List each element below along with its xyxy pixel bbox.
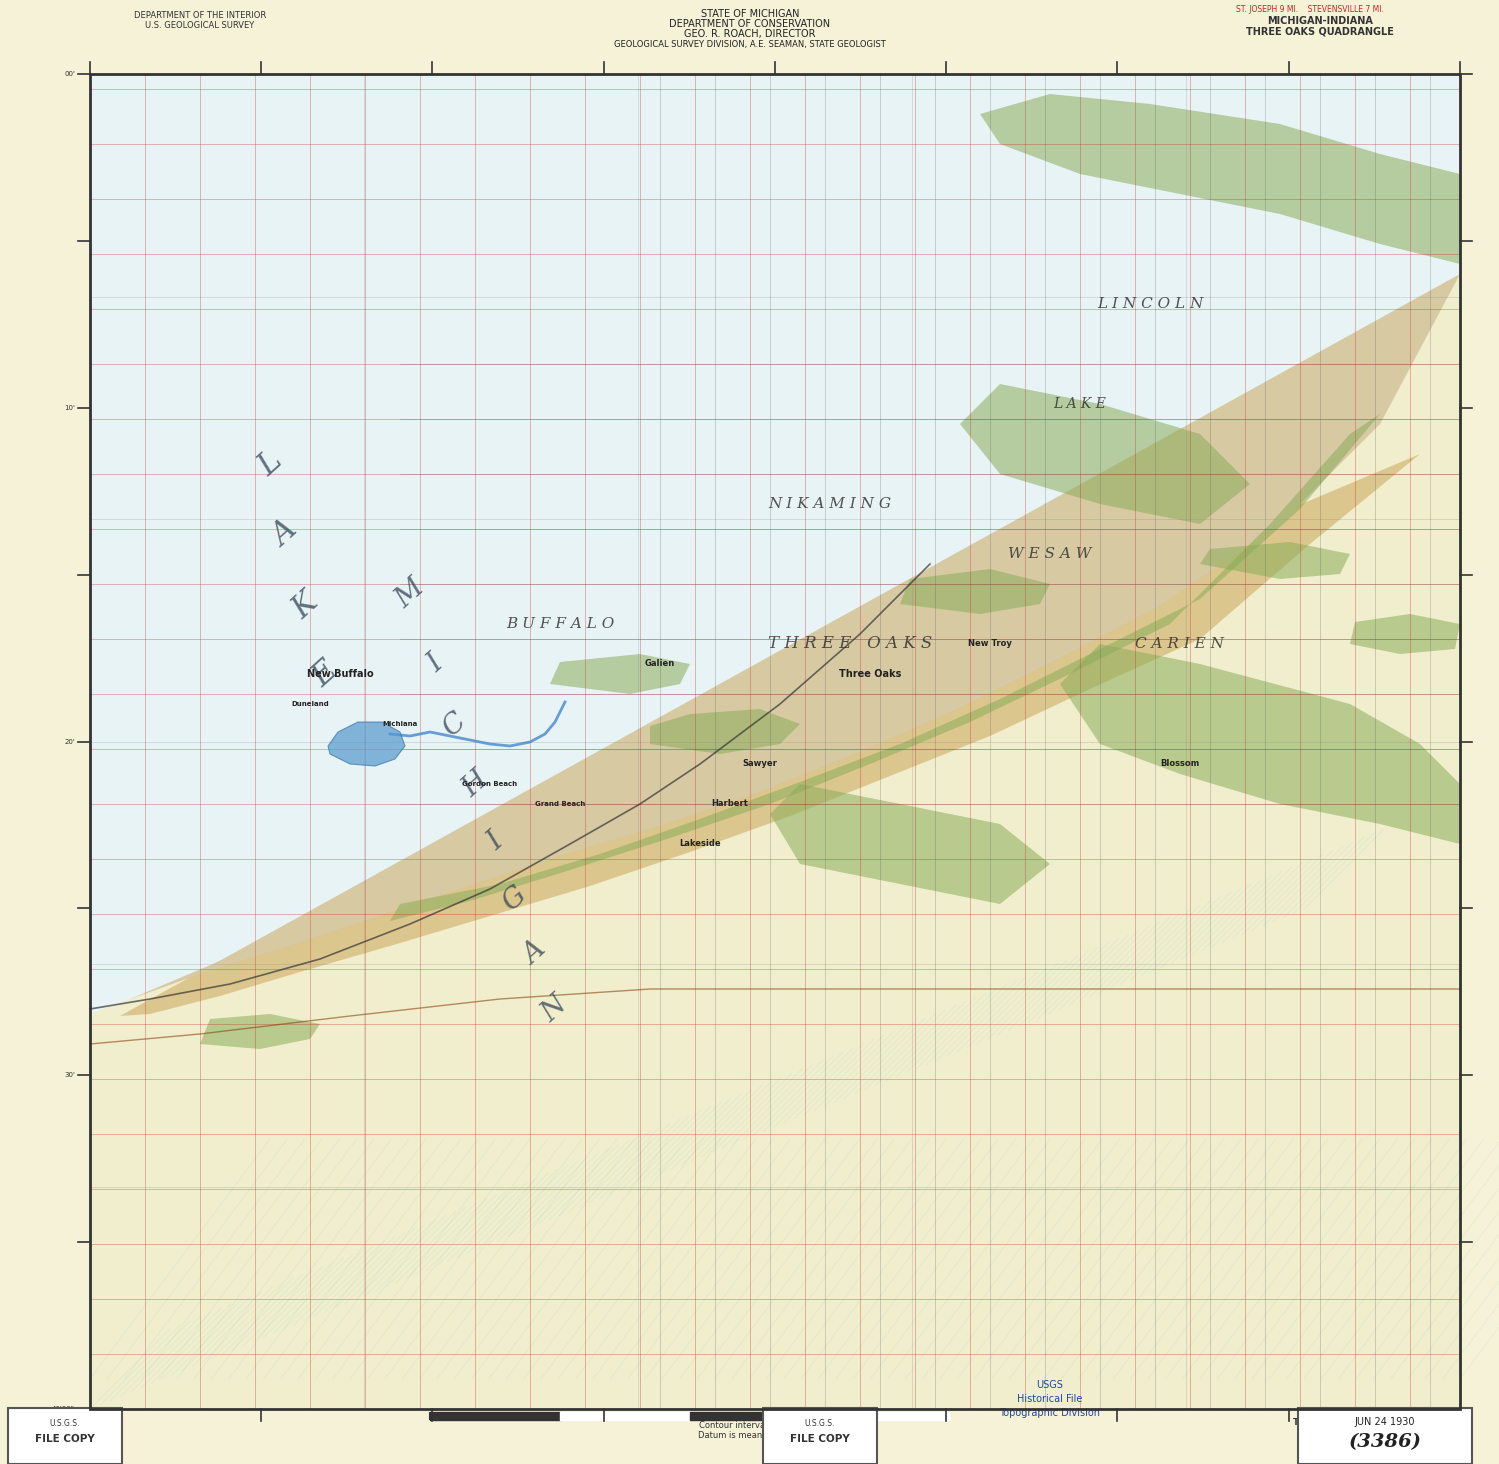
Polygon shape bbox=[1201, 542, 1351, 578]
Text: 40'00": 40'00" bbox=[52, 1405, 75, 1411]
Text: Duneland: Duneland bbox=[291, 701, 328, 707]
Text: L A K E: L A K E bbox=[1054, 397, 1106, 411]
Text: THREE OAKS QUADRANGLE: THREE OAKS QUADRANGLE bbox=[1246, 26, 1394, 37]
Text: FILE COPY: FILE COPY bbox=[790, 1435, 850, 1444]
Text: Grand Beach: Grand Beach bbox=[535, 801, 585, 807]
Text: 30': 30' bbox=[64, 1072, 75, 1079]
Polygon shape bbox=[90, 274, 1460, 1408]
Text: (3386): (3386) bbox=[1349, 1433, 1421, 1451]
Text: W E S A W: W E S A W bbox=[1009, 548, 1091, 561]
FancyBboxPatch shape bbox=[7, 1408, 121, 1464]
Text: B U F F A L O: B U F F A L O bbox=[505, 616, 615, 631]
Polygon shape bbox=[980, 94, 1460, 264]
Text: H: H bbox=[457, 766, 493, 802]
Polygon shape bbox=[120, 274, 1460, 1016]
Text: Michiana: Michiana bbox=[382, 720, 418, 728]
Text: 10': 10' bbox=[64, 404, 75, 411]
Text: Contour interval 20 feet: Contour interval 20 feet bbox=[700, 1422, 800, 1430]
Polygon shape bbox=[1351, 613, 1460, 654]
Text: MICH. CITY /M: MICH. CITY /M bbox=[1321, 1439, 1379, 1448]
Text: STATE OF MICHIGAN: STATE OF MICHIGAN bbox=[700, 9, 799, 19]
Text: L: L bbox=[252, 445, 288, 482]
Text: EDIT. 1930: EDIT. 1930 bbox=[1328, 1427, 1372, 1436]
Polygon shape bbox=[899, 569, 1049, 613]
Polygon shape bbox=[120, 274, 1460, 1016]
Text: U.S.G.S.: U.S.G.S. bbox=[49, 1420, 79, 1429]
Polygon shape bbox=[390, 414, 1381, 921]
Polygon shape bbox=[770, 785, 1049, 903]
Polygon shape bbox=[90, 75, 1460, 1408]
Text: K: K bbox=[286, 587, 324, 625]
Text: MICHIGAN-INDIANA: MICHIGAN-INDIANA bbox=[1267, 16, 1373, 26]
Polygon shape bbox=[1060, 644, 1460, 845]
Text: DEPARTMENT OF THE INTERIOR: DEPARTMENT OF THE INTERIOR bbox=[133, 12, 267, 20]
Text: C: C bbox=[438, 707, 472, 741]
Text: G: G bbox=[498, 881, 532, 916]
Polygon shape bbox=[550, 654, 690, 694]
Text: USGS
Historical File
Topographic Division: USGS Historical File Topographic Divisio… bbox=[1000, 1381, 1100, 1419]
FancyBboxPatch shape bbox=[1298, 1408, 1472, 1464]
Text: JUN 24 1930: JUN 24 1930 bbox=[1355, 1417, 1415, 1427]
Text: Lakeside: Lakeside bbox=[679, 839, 721, 849]
Text: Gordon Beach: Gordon Beach bbox=[462, 780, 517, 788]
Text: Three Oaks: Three Oaks bbox=[839, 669, 901, 679]
Text: U.S.G.S.: U.S.G.S. bbox=[805, 1420, 835, 1429]
Text: 00': 00' bbox=[64, 70, 75, 78]
Text: C A R I E N: C A R I E N bbox=[1136, 637, 1225, 651]
Polygon shape bbox=[328, 722, 405, 766]
Text: FILE COPY: FILE COPY bbox=[34, 1435, 94, 1444]
Text: ST. JOSEPH 9 MI.    STEVENSVILLE 7 MI.: ST. JOSEPH 9 MI. STEVENSVILLE 7 MI. bbox=[1237, 4, 1384, 13]
Text: I: I bbox=[481, 829, 508, 856]
Text: Blossom: Blossom bbox=[1160, 760, 1199, 769]
Text: T H R E E   O A K S: T H R E E O A K S bbox=[767, 635, 932, 653]
Polygon shape bbox=[199, 1015, 319, 1050]
Text: GEOLOGICAL SURVEY DIVISION, A.E. SEAMAN, STATE GEOLOGIST: GEOLOGICAL SURVEY DIVISION, A.E. SEAMAN,… bbox=[615, 40, 886, 48]
Text: 20': 20' bbox=[64, 738, 75, 745]
Text: A: A bbox=[519, 937, 552, 971]
Text: GEO. R. ROACH, DIRECTOR: GEO. R. ROACH, DIRECTOR bbox=[684, 29, 815, 40]
Text: DEPARTMENT OF CONSERVATION: DEPARTMENT OF CONSERVATION bbox=[670, 19, 830, 29]
Text: THREE OAKS, MICH. TRI.: THREE OAKS, MICH. TRI. bbox=[1294, 1417, 1408, 1426]
Text: E: E bbox=[306, 654, 343, 692]
Polygon shape bbox=[651, 709, 800, 754]
Text: U.S. GEOLOGICAL SURVEY: U.S. GEOLOGICAL SURVEY bbox=[145, 22, 255, 31]
Text: M: M bbox=[390, 574, 430, 613]
Text: New Troy: New Troy bbox=[968, 640, 1012, 649]
Text: N I K A M I N G: N I K A M I N G bbox=[769, 496, 892, 511]
Text: Galien: Galien bbox=[645, 659, 675, 669]
Text: New Buffalo: New Buffalo bbox=[307, 669, 373, 679]
Text: L I N C O L N: L I N C O L N bbox=[1097, 297, 1204, 310]
Text: Sawyer: Sawyer bbox=[742, 760, 778, 769]
Text: A: A bbox=[267, 515, 303, 553]
Text: Harbert: Harbert bbox=[712, 799, 748, 808]
Text: N: N bbox=[537, 991, 573, 1028]
Text: Datum is mean sea level: Datum is mean sea level bbox=[697, 1432, 802, 1441]
Text: I: I bbox=[421, 650, 448, 678]
Polygon shape bbox=[959, 384, 1250, 524]
FancyBboxPatch shape bbox=[763, 1408, 877, 1464]
